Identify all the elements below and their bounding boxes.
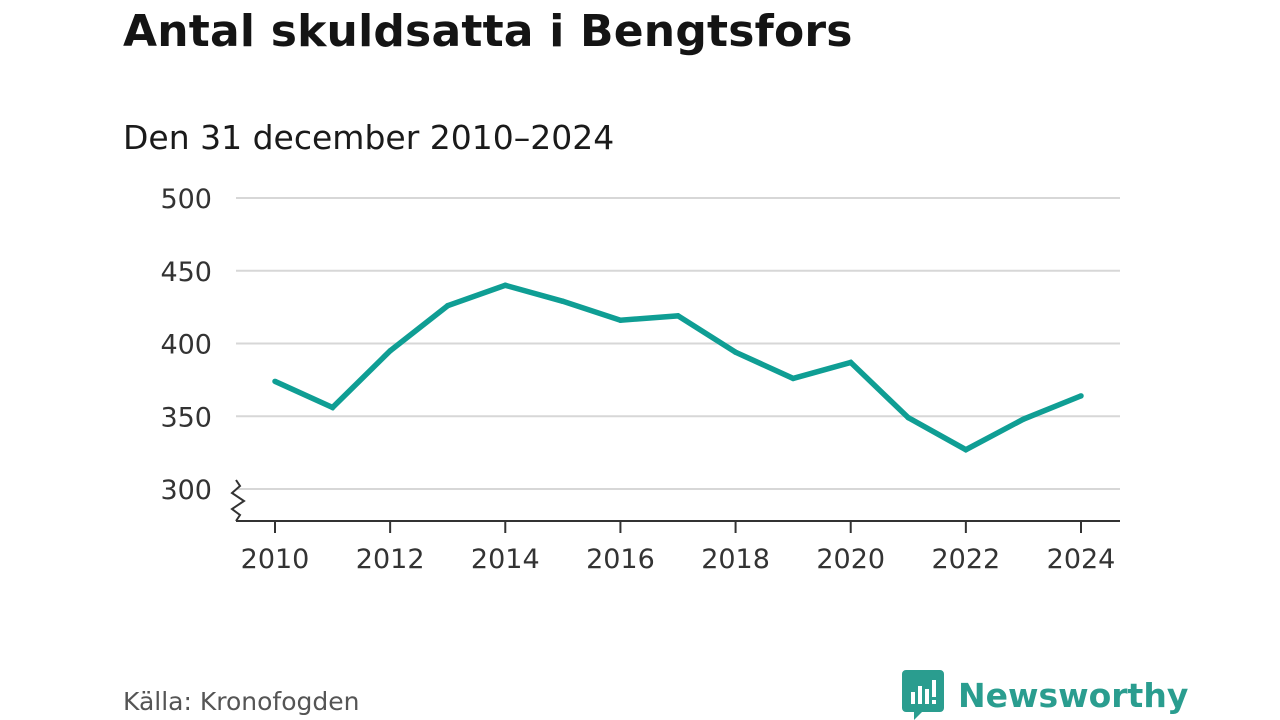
data-point-2016 (617, 317, 624, 323)
data-point-2013 (444, 302, 451, 309)
x-tick-label-2014: 2014 (471, 544, 540, 575)
data-point-2012 (387, 348, 393, 354)
data-point-2019 (790, 375, 796, 382)
y-tick-label-450: 450 (160, 257, 212, 288)
chart-subtitle: Den 31 december 2010–2024 (123, 118, 615, 157)
data-point-2014 (502, 282, 509, 289)
y-tick-label-500: 500 (160, 184, 212, 215)
chart-title: Antal skuldsatta i Bengtsfors (123, 6, 853, 57)
source-note: Källa: Kronofogden (123, 687, 360, 716)
series-line-0 (273, 282, 1083, 453)
brand-name: Newsworthy (958, 675, 1189, 715)
newsworthy-logo-icon (902, 670, 944, 720)
data-point-2021 (905, 414, 912, 421)
y-tick-label-300: 300 (160, 475, 212, 506)
data-point-2024 (1078, 393, 1084, 399)
y-tick-label-400: 400 (160, 330, 212, 361)
x-tick-label-2012: 2012 (356, 544, 425, 575)
data-point-2020 (847, 359, 854, 366)
data-point-2017 (675, 313, 681, 319)
y-tick-label-350: 350 (160, 402, 212, 433)
data-point-2023 (1020, 416, 1027, 422)
newsworthy-logo: Newsworthy (902, 670, 1188, 720)
x-tick-label-2010: 2010 (241, 544, 310, 575)
data-point-2010 (272, 378, 278, 385)
axis-break-icon (230, 479, 246, 522)
data-point-2015 (560, 298, 566, 305)
x-tick-label-2024: 2024 (1047, 544, 1116, 575)
data-point-2022 (963, 446, 969, 453)
x-tick-label-2018: 2018 (701, 544, 770, 575)
data-point-2011 (329, 404, 336, 411)
x-tick-label-2016: 2016 (586, 544, 655, 575)
x-tick-label-2022: 2022 (931, 544, 1000, 575)
data-point-2018 (732, 349, 739, 355)
x-tick-label-2020: 2020 (816, 544, 885, 575)
